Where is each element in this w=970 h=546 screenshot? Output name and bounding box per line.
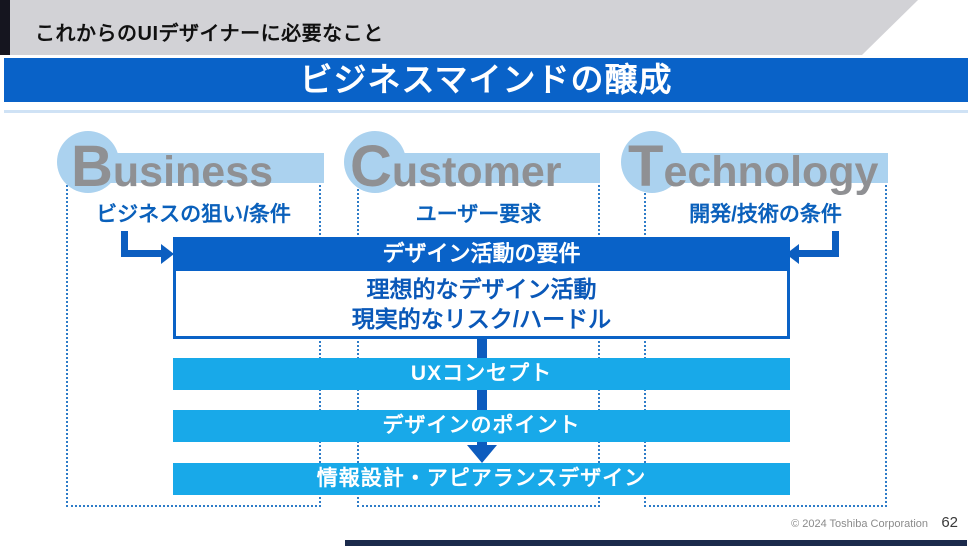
slide-kicker: これからのUIデザイナーに必要なこと [35,23,384,45]
design-requirements-body: 理想的なデザイン活動 現実的なリスク/ハードル [173,271,790,339]
column-title-initial: T [628,134,664,199]
flow-down-arrow-head [467,445,497,463]
column-title-rest: usiness [112,148,274,196]
page-number: 62 [941,514,958,531]
column-label-business: ビジネスの狙い/条件 [96,203,291,226]
column-label-technology: 開発/技術の条件 [689,203,842,226]
column-title-rest: echnology [663,148,879,196]
header-accent-bar [0,0,10,55]
elbow-arrow-right-horizontal [799,250,839,257]
elbow-arrow-left-horizontal [121,250,163,257]
title-underline [4,110,968,113]
column-highlight-bar [88,153,324,183]
flow-down-arrow-icon [477,338,487,446]
copyright-text: © 2024 Toshiba Corporation [791,518,928,530]
column-title-customer: Customer [350,138,562,196]
elbow-arrow-left-head [161,244,174,264]
column-title-initial: C [350,134,392,199]
column-title-rest: ustomer [391,148,562,196]
design-requirements-line1: 理想的なデザイン活動 [366,276,597,302]
design-requirements-line2: 現実的なリスク/ハードル [351,306,612,332]
slide-title-banner: ビジネスマインドの醸成 [4,58,968,102]
column-highlight-bar [651,153,888,183]
column-title-initial: B [71,134,113,199]
column-label-customer: ユーザー要求 [415,203,542,226]
design-requirements-header: デザイン活動の要件 [173,237,790,271]
bottom-accent-bar [345,540,967,546]
flow-bar-appearance-design: 情報設計・アピアランスデザイン [173,463,790,495]
header-band [0,0,918,55]
elbow-arrow-left-vertical [121,231,128,257]
column-title-technology: Technology [628,138,878,196]
column-title-business: Business [71,138,273,196]
elbow-arrow-right-vertical [832,231,839,257]
design-requirements-box: デザイン活動の要件 理想的なデザイン活動 現実的なリスク/ハードル [173,237,790,339]
column-highlight-bar [374,153,600,183]
flow-bar-ux-concept: UXコンセプト [173,358,790,390]
flow-bar-design-points: デザインのポイント [173,410,790,442]
